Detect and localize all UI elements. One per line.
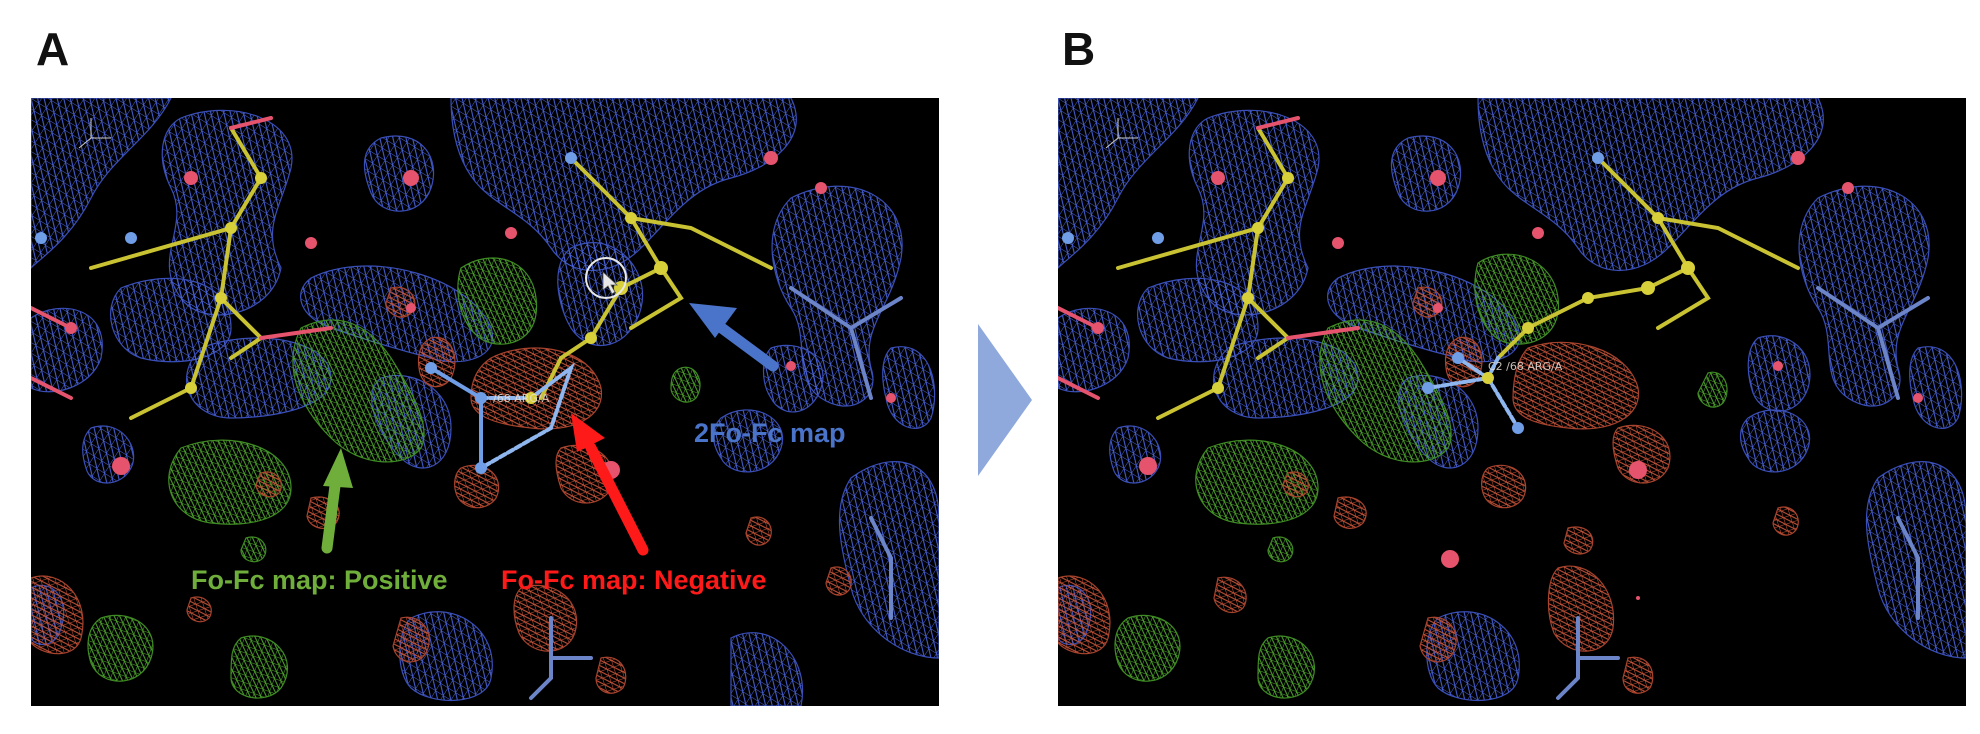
mesh-2fofc <box>1058 98 1966 702</box>
arrow-fofc-negative <box>571 413 649 556</box>
atomic-model <box>1058 116 1930 700</box>
atoms <box>1062 151 1923 600</box>
density-map-a-svg <box>31 98 939 706</box>
right-chevron-arrow-icon <box>978 324 1032 476</box>
mesh-fofc-positive <box>87 257 701 699</box>
label-2fofc-map: 2Fo-Fc map <box>694 418 846 448</box>
residue-label-b: C2 /68 ARG/A <box>1488 360 1563 373</box>
axis-widget <box>78 118 111 149</box>
panel-b-letter: B <box>1062 23 1096 75</box>
density-map-panel-b: C2 /68 ARG/A <box>1058 98 1966 706</box>
mesh-2fofc <box>31 98 939 706</box>
atomic-model <box>31 116 903 700</box>
label-fofc-positive: Fo-Fc map: Positive <box>191 565 448 595</box>
label-fofc-negative: Fo-Fc map: Negative <box>501 565 767 595</box>
panel-a-letter: A <box>36 23 70 75</box>
mesh-fofc-positive <box>1114 253 1728 699</box>
density-map-b-svg <box>1058 98 1966 702</box>
mouse-cursor-icon <box>585 257 627 299</box>
residue-label-a: /68 ARG/A <box>493 392 550 405</box>
atoms <box>35 151 896 479</box>
mesh-fofc-negative <box>1058 286 1799 694</box>
axis-widget <box>1105 118 1138 149</box>
arrow-fofc-positive <box>321 448 353 554</box>
density-map-panel-a: /68 ARG/A 2Fo-Fc map Fo-Fc map: Positive… <box>31 98 939 706</box>
arrow-2fofc <box>689 303 779 372</box>
